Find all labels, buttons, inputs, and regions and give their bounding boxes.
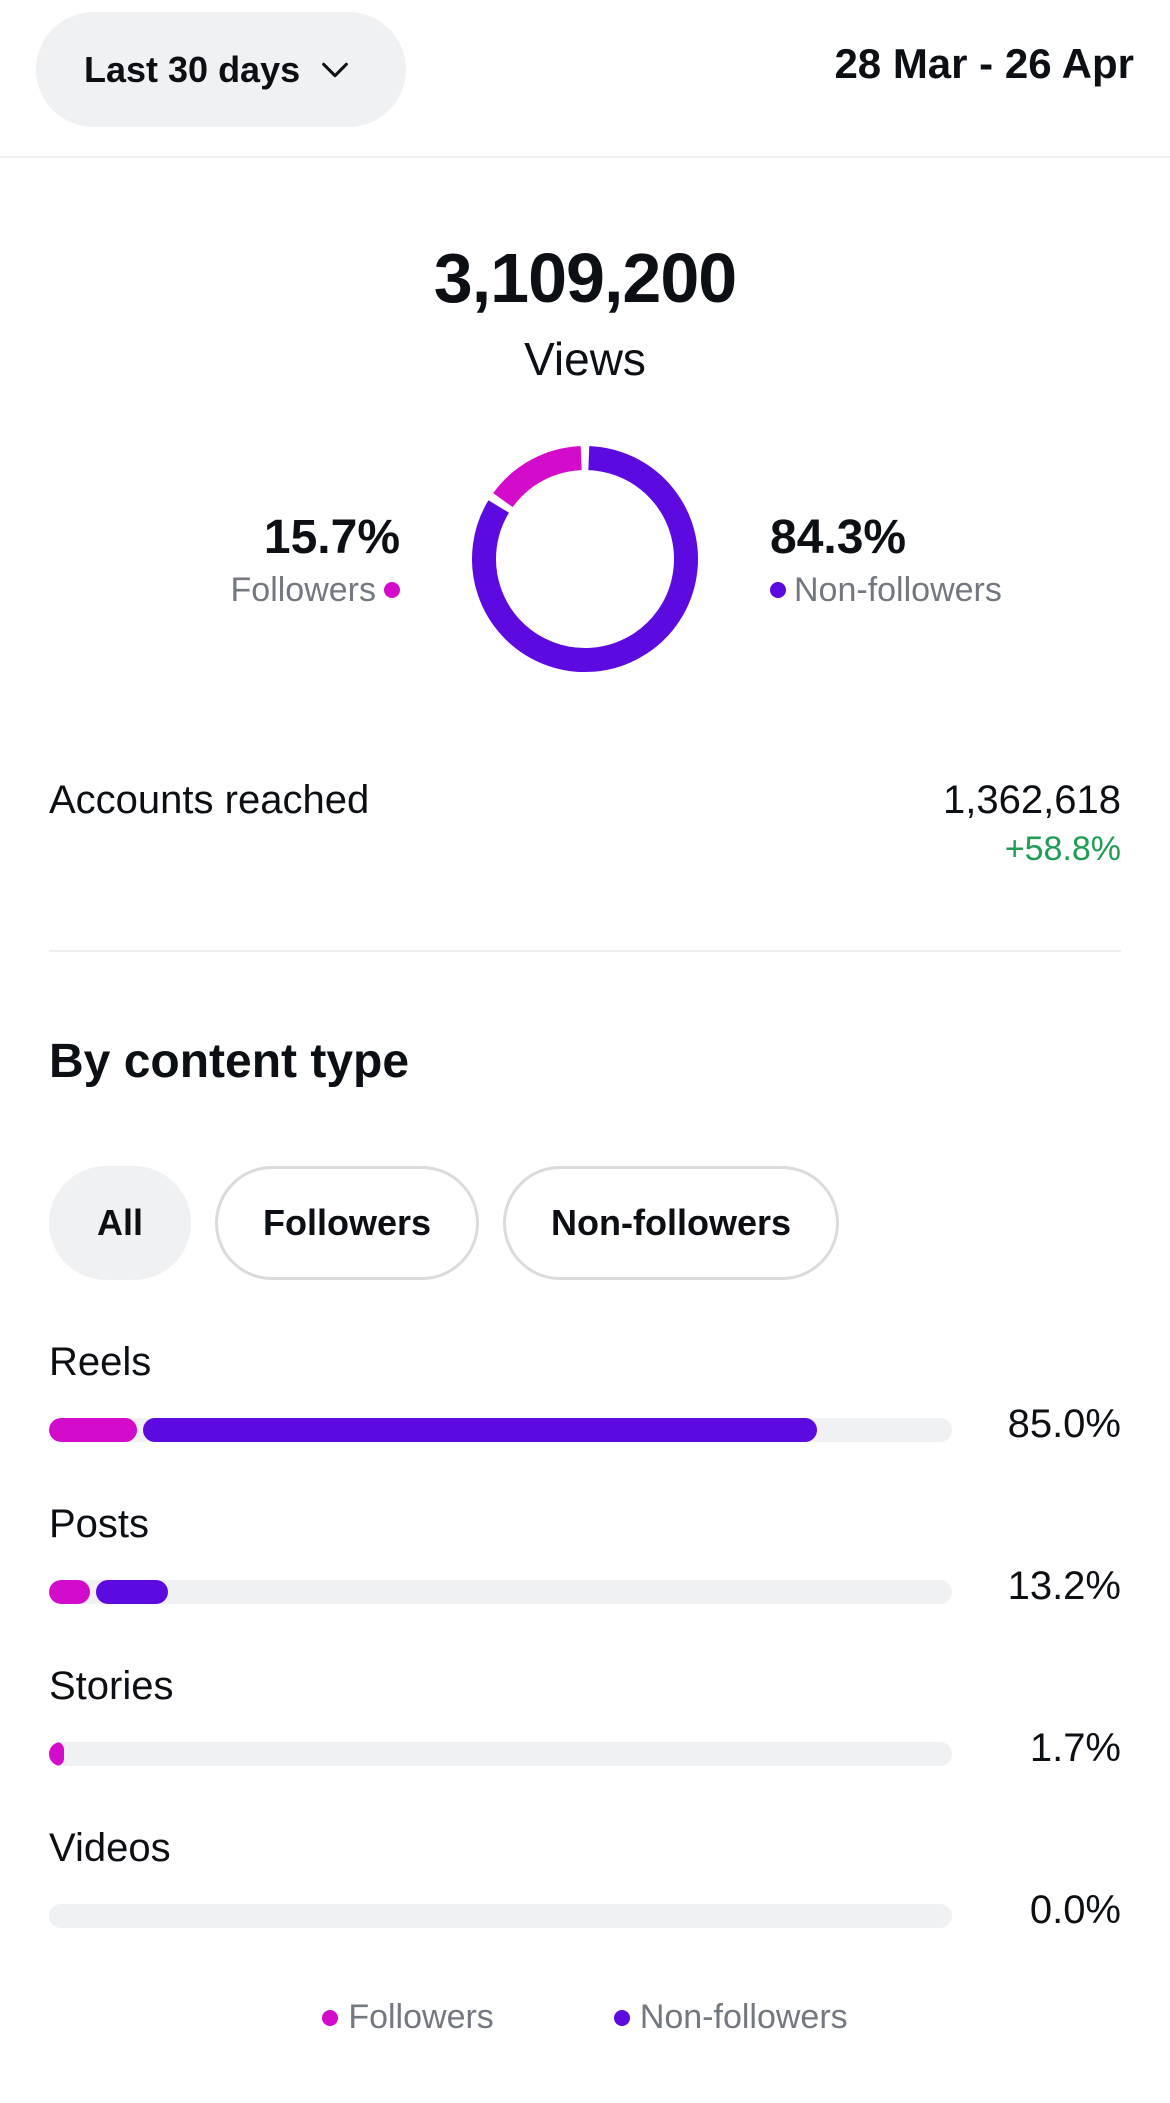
followers-stat-label: Followers bbox=[230, 571, 376, 609]
content-row-percentage: 0.0% bbox=[1029, 1888, 1121, 1932]
content-bar-track bbox=[49, 1742, 952, 1766]
followers-bar-segment bbox=[49, 1418, 137, 1442]
donut-slice-nonfollowers bbox=[472, 446, 698, 672]
content-bar-track bbox=[49, 1904, 952, 1928]
followers-stat: 15.7% Followers bbox=[231, 510, 400, 614]
date-range-text: 28 Mar - 26 Apr bbox=[834, 40, 1134, 87]
legend-label: Non-followers bbox=[639, 1998, 848, 2036]
nonfollowers-stat-label-row: Non-followers bbox=[770, 566, 1002, 614]
content-row-label: Videos bbox=[49, 1826, 171, 1870]
filter-chip-all[interactable]: All bbox=[49, 1166, 192, 1280]
views-label: Views bbox=[524, 333, 646, 385]
nonfollowers-stat-label: Non-followers bbox=[794, 571, 1002, 609]
nonfollowers-percentage: 84.3% bbox=[770, 511, 907, 564]
followers-percentage: 15.7% bbox=[263, 511, 400, 564]
nonfollowers-dot-icon bbox=[613, 2009, 630, 2026]
views-total: 3,109,200 bbox=[433, 239, 737, 317]
content-row-reels: Reels 85.0% bbox=[49, 1338, 1121, 1446]
legend-item-nonfollowers: Non-followers bbox=[613, 1998, 848, 2037]
content-bar-track bbox=[49, 1418, 952, 1442]
followers-dot-icon bbox=[384, 582, 400, 598]
content-bar-track bbox=[49, 1580, 952, 1604]
section-title: By content type bbox=[49, 1035, 410, 1088]
content-row-label: Posts bbox=[49, 1502, 150, 1546]
content-row-posts: Posts 13.2% bbox=[49, 1500, 1121, 1608]
chevron-down-icon bbox=[322, 62, 349, 77]
followers-bar-segment bbox=[49, 1742, 65, 1766]
followers-dot-icon bbox=[322, 2009, 339, 2026]
chart-legend: Followers Non-followers bbox=[0, 1998, 1170, 2037]
content-row-percentage: 13.2% bbox=[1007, 1564, 1121, 1608]
filter-chip-followers[interactable]: Followers bbox=[215, 1166, 480, 1280]
content-row-label: Reels bbox=[49, 1340, 152, 1384]
nonfollowers-bar-segment bbox=[142, 1418, 817, 1442]
filter-chip-nonfollowers[interactable]: Non-followers bbox=[503, 1166, 840, 1280]
content-row-videos: Videos 0.0% bbox=[49, 1824, 1121, 1932]
date-range-dropdown[interactable]: Last 30 days bbox=[36, 12, 406, 127]
content-filter-chips: All Followers Non-followers bbox=[49, 1166, 840, 1280]
date-range-dropdown-label: Last 30 days bbox=[84, 48, 301, 90]
top-bar: Last 30 days 28 Mar - 26 Apr bbox=[0, 0, 1170, 158]
divider bbox=[49, 950, 1121, 952]
content-row-stories: Stories 1.7% bbox=[49, 1662, 1121, 1770]
nonfollowers-bar-segment bbox=[95, 1580, 169, 1604]
followers-stat-label-row: Followers bbox=[231, 566, 400, 614]
content-row-label: Stories bbox=[49, 1664, 174, 1708]
legend-item-followers: Followers bbox=[322, 1998, 494, 2037]
donut-slice-followers bbox=[493, 446, 583, 508]
content-row-percentage: 85.0% bbox=[1007, 1402, 1121, 1446]
legend-label: Followers bbox=[348, 1998, 494, 2036]
accounts-reached-change: +58.8% bbox=[1004, 830, 1121, 868]
nonfollowers-stat: 84.3% Non-followers bbox=[770, 510, 1002, 614]
accounts-reached-label: Accounts reached bbox=[49, 778, 370, 822]
accounts-reached-value: 1,362,618 bbox=[943, 778, 1121, 822]
followers-bar-segment bbox=[49, 1580, 90, 1604]
content-row-percentage: 1.7% bbox=[1029, 1726, 1121, 1770]
nonfollowers-dot-icon bbox=[770, 582, 786, 598]
views-donut-chart bbox=[472, 446, 698, 672]
